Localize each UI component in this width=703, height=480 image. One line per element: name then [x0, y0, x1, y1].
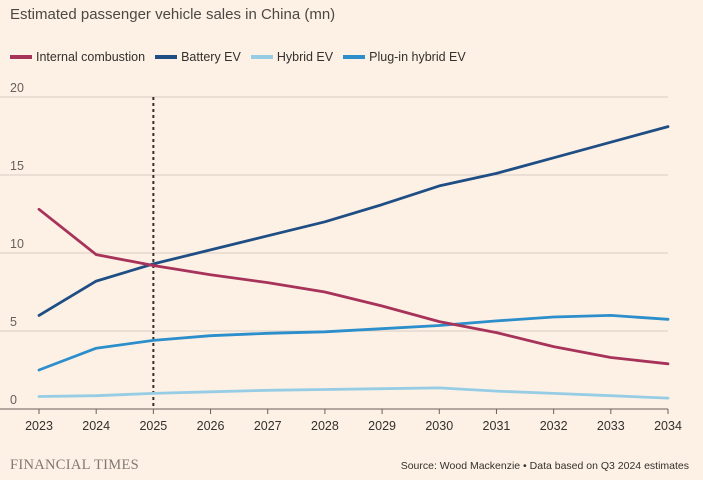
x-tick-label-2023: 2023 [25, 419, 53, 433]
ft-brand: FINANCIAL TIMES [10, 457, 139, 473]
legend-swatch-hybrid-ev [250, 55, 273, 59]
x-tick-label-2024: 2024 [82, 419, 110, 433]
y-tick-label-20: 20 [10, 81, 24, 95]
y-tick-label-15: 15 [10, 159, 24, 173]
x-tick-label-2031: 2031 [483, 419, 511, 433]
y-tick-label-10: 10 [10, 237, 24, 251]
series-line-internal-combustion [37, 207, 670, 366]
legend-swatch-internal-combustion [10, 55, 32, 59]
y-tick-label-5: 5 [10, 315, 17, 329]
legend-swatch-battery-ev [155, 55, 178, 59]
legend-item-plug-in-hybrid-ev: Plug-in hybrid EV [343, 50, 466, 64]
legend-item-hybrid-ev: Hybrid EV [250, 50, 334, 64]
legend-label-hybrid-ev: Hybrid EV [276, 50, 334, 64]
legend-label-internal-combustion: Internal combustion [36, 50, 146, 64]
legend-label-plug-in-hybrid-ev: Plug-in hybrid EV [369, 50, 466, 64]
x-tick-label-2030: 2030 [425, 419, 453, 433]
chart-title: Estimated passenger vehicle sales in Chi… [10, 6, 336, 23]
x-tick-label-2028: 2028 [311, 419, 339, 433]
legend-item-battery-ev: Battery EV [155, 50, 241, 64]
x-tick-label-2029: 2029 [368, 419, 396, 433]
x-tick-label-2027: 2027 [254, 419, 282, 433]
legend-label-battery-ev: Battery EV [181, 50, 241, 64]
legend: Internal combustion Battery EV Hybrid EV… [10, 50, 476, 64]
series-line-hybrid-ev [37, 386, 670, 400]
series-line-battery-ev [37, 125, 670, 317]
legend-item-internal-combustion: Internal combustion [10, 50, 145, 64]
x-tick-label-2026: 2026 [197, 419, 225, 433]
x-tick-label-2025: 2025 [139, 419, 167, 433]
x-tick-label-2033: 2033 [597, 419, 625, 433]
x-tick-label-2032: 2032 [540, 419, 568, 433]
legend-swatch-plug-in-hybrid-ev [343, 55, 366, 59]
source-note: Source: Wood Mackenzie • Data based on Q… [400, 460, 689, 472]
x-tick-label-2034: 2034 [654, 419, 682, 433]
y-tick-label-0: 0 [10, 393, 17, 407]
series-line-plug-in-hybrid-ev [37, 313, 670, 372]
